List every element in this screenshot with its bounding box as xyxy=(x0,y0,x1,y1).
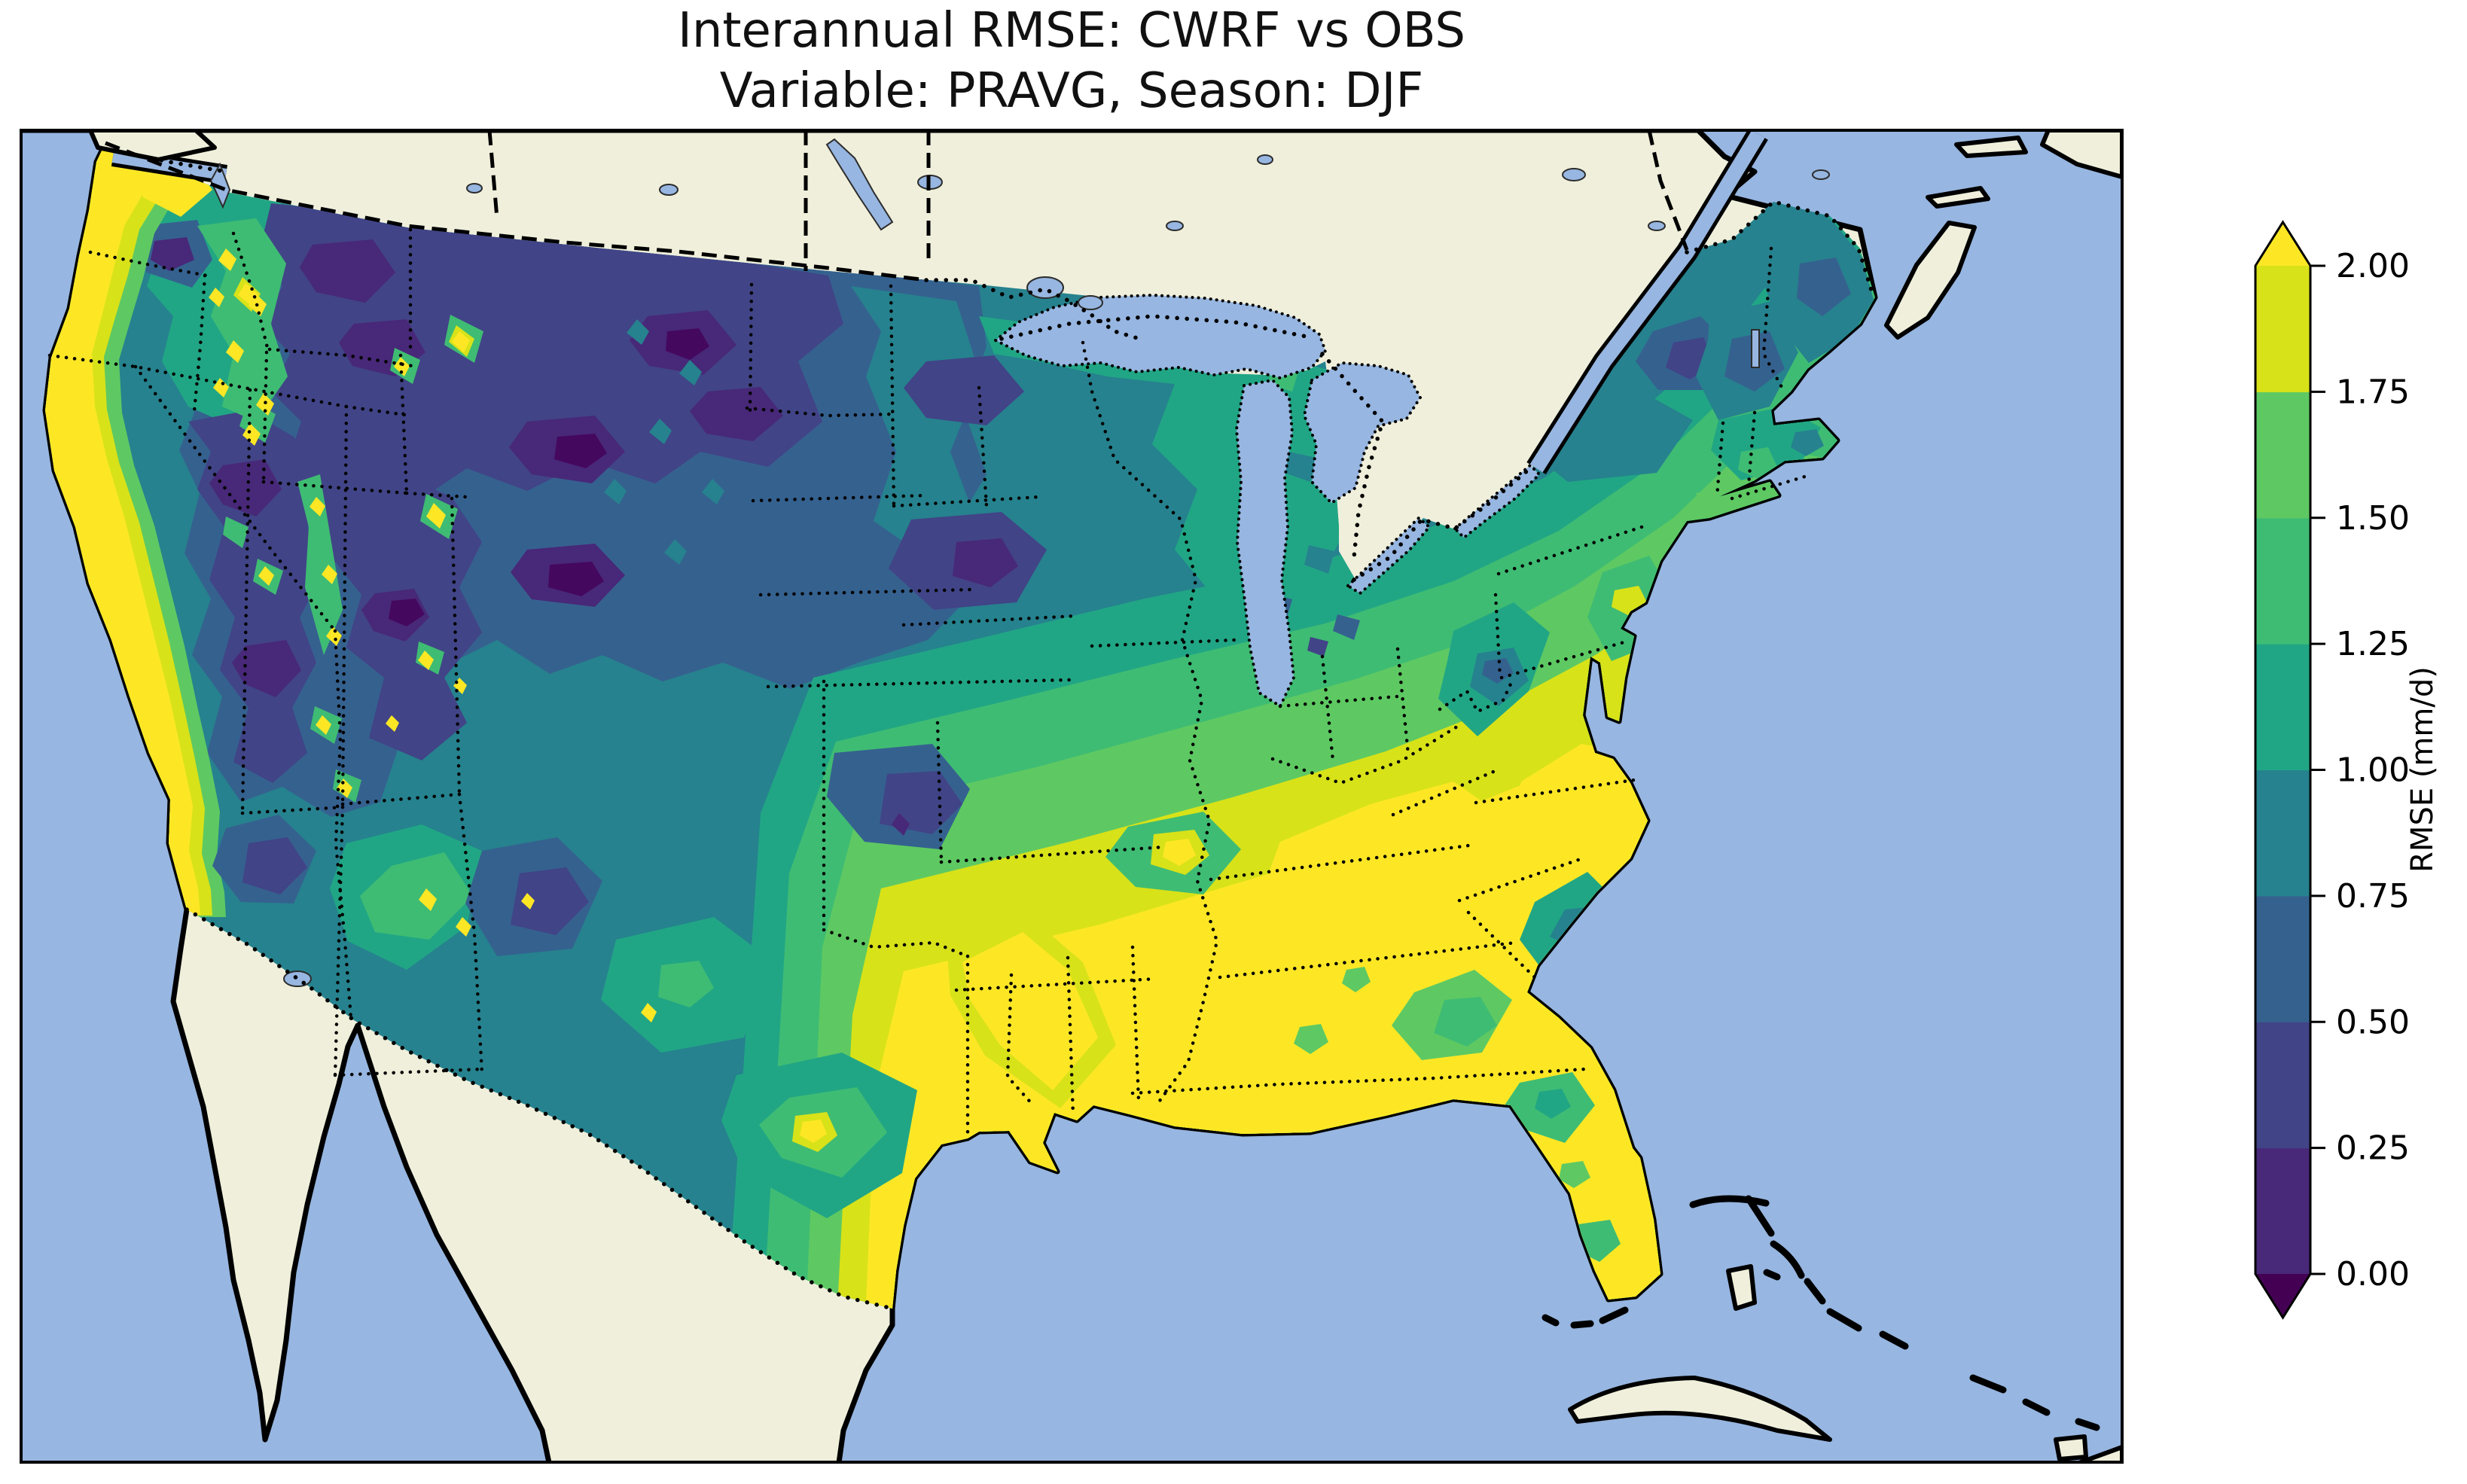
st-lawrence-river xyxy=(1529,130,1765,473)
colorbar-bin xyxy=(2255,517,2310,644)
lake-superior xyxy=(993,293,1328,380)
map-area xyxy=(21,130,2122,1462)
lake-huron xyxy=(1302,361,1423,505)
andros-island xyxy=(1726,1264,1757,1311)
lake-champlain xyxy=(1751,329,1760,368)
state-borders xyxy=(47,227,1810,1141)
colorbar-over-arrow xyxy=(2255,222,2310,266)
juan-de-fuca-strait xyxy=(111,151,227,181)
nova-scotia xyxy=(1884,221,1977,340)
colorbar-tick-label: 0.75 xyxy=(2336,877,2410,916)
strait-border xyxy=(111,148,228,174)
colorbar: 2.00 1.75 1.50 1.25 1.00 0.75 0.50 0.25 0.00 RMS… xyxy=(2254,220,2440,1320)
maine-canada-border xyxy=(1685,199,1876,300)
ontario-peninsula xyxy=(1349,452,1468,571)
colorbar-bin xyxy=(2255,895,2310,1022)
colorbar-tick-label: 1.75 xyxy=(2336,373,2410,411)
us-canada-border xyxy=(105,141,927,282)
colorbar-tick-label: 0.25 xyxy=(2336,1129,2410,1168)
us-canada-border-lakes xyxy=(924,278,1532,582)
colorbar-tick-label: 2.00 xyxy=(2336,247,2410,285)
lake-ontario xyxy=(1453,463,1541,540)
figure-title-line1: Interannual RMSE: CWRF vs OBS xyxy=(678,3,1465,59)
hispaniola-edge xyxy=(2074,1445,2122,1462)
map-frame xyxy=(20,129,2124,1464)
colorbar-tick-label: 0.50 xyxy=(2336,1003,2410,1041)
colorbar-segments xyxy=(2255,222,2310,1318)
bahamas-islets xyxy=(1689,1195,2100,1431)
colorbar-tick-label: 0.00 xyxy=(2336,1255,2410,1294)
florida-keys xyxy=(1541,1306,1629,1329)
cuba xyxy=(1568,1376,1832,1442)
colorbar-tick-label: 1.00 xyxy=(2336,751,2410,790)
international-borders xyxy=(105,130,1876,1311)
colorbar-axis-label: RMSE (mm/d) xyxy=(2405,666,2440,873)
colorbar-bin xyxy=(2255,1147,2310,1275)
colorbar-bin xyxy=(2255,1022,2310,1149)
colorbar-tick-label: 1.50 xyxy=(2336,499,2410,538)
colorbar-under-arrow xyxy=(2255,1274,2310,1318)
figure-title-line2: Variable: PRAVG, Season: DJF xyxy=(720,63,1423,119)
anticosti-island xyxy=(1954,136,2028,158)
great-inagua xyxy=(2054,1434,2088,1461)
colorbar-bin xyxy=(2255,266,2310,392)
colorbar-ticks: 2.00 1.75 1.50 1.25 1.00 0.75 0.50 0.25 0.00 xyxy=(2310,247,2410,1294)
newfoundland xyxy=(2040,130,2122,179)
colorbar-bin xyxy=(2255,769,2310,897)
canada-provincial-borders xyxy=(487,130,1689,271)
colorbar-tick-label: 1.25 xyxy=(2336,625,2410,663)
colorbar-bin xyxy=(2255,392,2310,519)
mountain-speckles-yellow xyxy=(209,248,910,1022)
colorbar-bin xyxy=(2255,644,2310,771)
prince-edward-island xyxy=(1926,186,1990,209)
lake-michigan xyxy=(1234,378,1296,708)
great-lakes xyxy=(111,130,1768,708)
